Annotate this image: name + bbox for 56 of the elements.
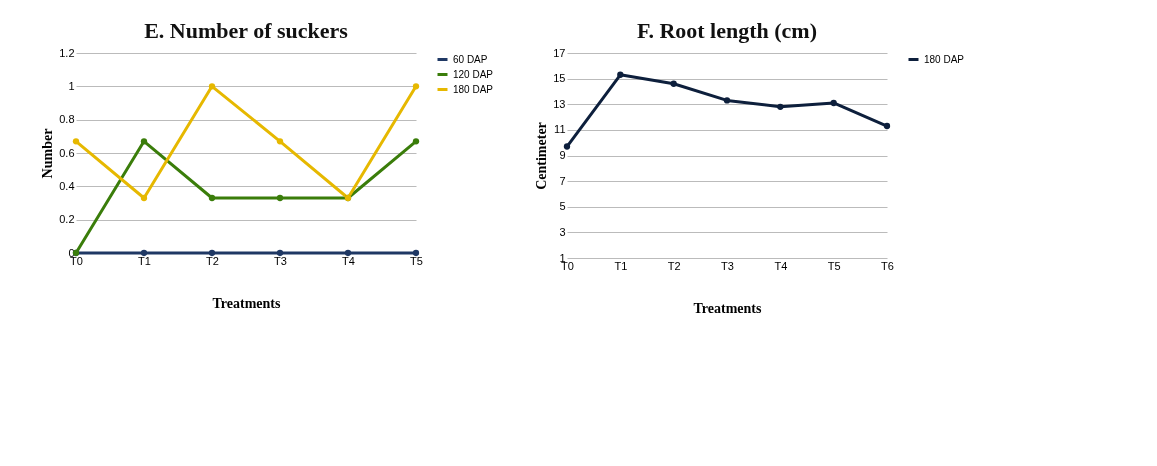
y-tick-label: 17: [553, 46, 566, 59]
x-tick-label: T5: [410, 254, 423, 267]
point: [208, 83, 216, 90]
x-tick-label: T4: [342, 254, 355, 267]
y-tick-label: 0.4: [59, 179, 75, 192]
point: [140, 249, 148, 257]
point: [140, 138, 148, 145]
point: [412, 83, 420, 90]
point: [208, 194, 216, 202]
point: [412, 138, 420, 145]
y-tick-label: 11: [554, 123, 566, 136]
point: [72, 138, 80, 145]
y-tick-label: 1.2: [59, 46, 75, 59]
chart-title: E. Number of suckers: [144, 18, 349, 43]
y-tick-label: 0.2: [59, 213, 75, 226]
y-axis-title: Centimeter: [534, 122, 550, 190]
y-tick-label: 15: [553, 72, 566, 85]
point: [830, 99, 837, 107]
x-tick-label: T3: [721, 259, 734, 272]
x-tick-label: T3: [274, 254, 287, 267]
y-tick-label: 0.6: [59, 146, 75, 159]
x-tick-label: T1: [614, 259, 628, 272]
point: [208, 249, 216, 257]
x-axis-title: Treatments: [693, 300, 762, 316]
point: [412, 249, 420, 257]
y-tick-label: 5: [559, 200, 566, 213]
point: [276, 138, 284, 145]
x-tick-label: T2: [667, 259, 681, 272]
y-tick-label: 1: [68, 79, 75, 92]
y-tick-label: 3: [559, 225, 566, 238]
x-axis-title: Treatments: [212, 295, 281, 311]
legend-label: 180 DAP: [453, 83, 494, 95]
x-tick-label: T4: [774, 259, 788, 272]
point: [883, 122, 891, 130]
point: [617, 71, 624, 78]
y-axis-title: Number: [40, 128, 56, 179]
x-tick-label: T2: [206, 254, 219, 267]
legend-label: 60 DAP: [453, 53, 488, 65]
point: [276, 249, 284, 257]
y-tick-label: 7: [559, 174, 566, 187]
legend-label: 120 DAP: [453, 68, 494, 80]
y-tick-label: 0.8: [59, 113, 75, 126]
point: [670, 80, 677, 87]
point: [777, 103, 784, 110]
point: [344, 249, 352, 257]
chart-title: F. Root length (cm): [636, 18, 818, 43]
x-tick-label: T1: [138, 254, 151, 267]
y-tick-label: 13: [553, 97, 566, 110]
y-tick-label: 9: [559, 149, 566, 161]
x-tick-label: T5: [827, 259, 841, 272]
point: [723, 97, 731, 104]
x-tick-label: T6: [881, 259, 894, 272]
point: [276, 194, 284, 202]
point: [563, 143, 571, 150]
point: [140, 194, 148, 202]
legend-label: 180 DAP: [924, 53, 965, 65]
